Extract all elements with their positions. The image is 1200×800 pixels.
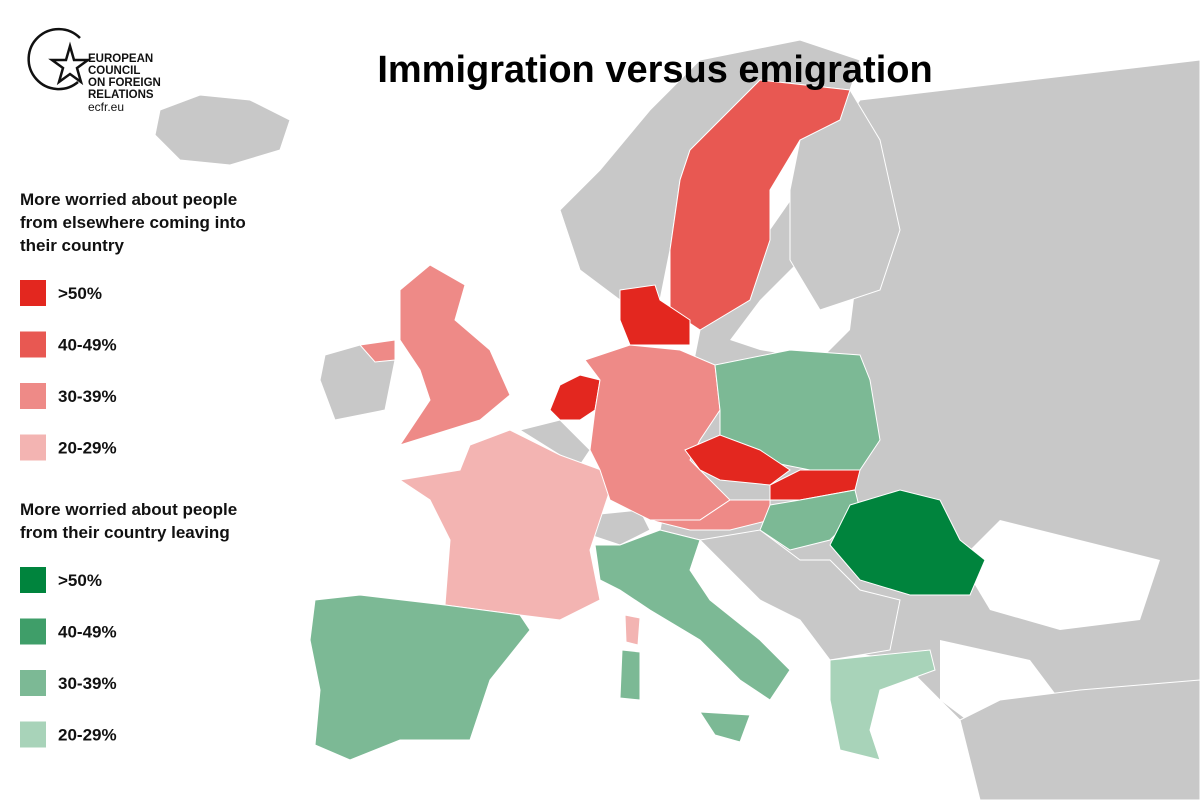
country bbox=[699, 711, 751, 743]
legend-swatch bbox=[20, 434, 46, 461]
country bbox=[549, 374, 601, 421]
legend-label: >50% bbox=[58, 571, 102, 590]
logo-star bbox=[48, 41, 92, 86]
legend-swatch bbox=[20, 618, 46, 645]
country bbox=[624, 614, 641, 646]
legend-label: 40-49% bbox=[58, 336, 117, 355]
legend-swatch bbox=[20, 331, 46, 358]
legend-swatch bbox=[20, 670, 46, 696]
country bbox=[594, 529, 791, 701]
legend-heading: More worried about people bbox=[20, 190, 237, 209]
logo-text: ON FOREIGN bbox=[88, 77, 161, 89]
legend-label: 40-49% bbox=[58, 623, 117, 642]
legend-heading: from their country leaving bbox=[20, 523, 230, 542]
legend-swatch bbox=[20, 567, 46, 593]
country bbox=[829, 489, 986, 596]
legend-heading: their country bbox=[20, 236, 124, 255]
logo: EUROPEAN COUNCIL ON FOREIGN RELATIONS ec… bbox=[27, 27, 161, 114]
base-land bbox=[154, 39, 1200, 800]
countries bbox=[309, 79, 986, 761]
legend-swatch bbox=[20, 721, 46, 748]
logo-ring bbox=[27, 27, 81, 91]
country bbox=[398, 264, 511, 446]
legend-label: 20-29% bbox=[58, 726, 117, 745]
map-title: Immigration versus emigration bbox=[377, 49, 932, 91]
logo-text: EUROPEAN bbox=[88, 53, 153, 65]
country bbox=[359, 339, 396, 363]
country bbox=[398, 429, 616, 621]
legend: More worried about people from elsewhere … bbox=[20, 190, 246, 748]
legend-label: >50% bbox=[58, 284, 102, 303]
country bbox=[619, 284, 691, 346]
country bbox=[829, 649, 936, 761]
country bbox=[309, 594, 531, 761]
logo-url: ecfr.eu bbox=[88, 100, 124, 114]
legend-heading: from elsewhere coming into bbox=[20, 213, 246, 232]
legend-swatch bbox=[20, 280, 46, 306]
legend-label: 30-39% bbox=[58, 674, 117, 693]
legend-heading: More worried about people bbox=[20, 500, 237, 519]
country bbox=[669, 79, 851, 331]
legend-swatch bbox=[20, 383, 46, 409]
country bbox=[619, 649, 641, 701]
country bbox=[684, 434, 791, 486]
legend-label: 20-29% bbox=[58, 439, 117, 458]
legend-label: 30-39% bbox=[58, 387, 117, 406]
logo-text: COUNCIL bbox=[88, 65, 140, 77]
logo-text: RELATIONS bbox=[88, 89, 154, 101]
